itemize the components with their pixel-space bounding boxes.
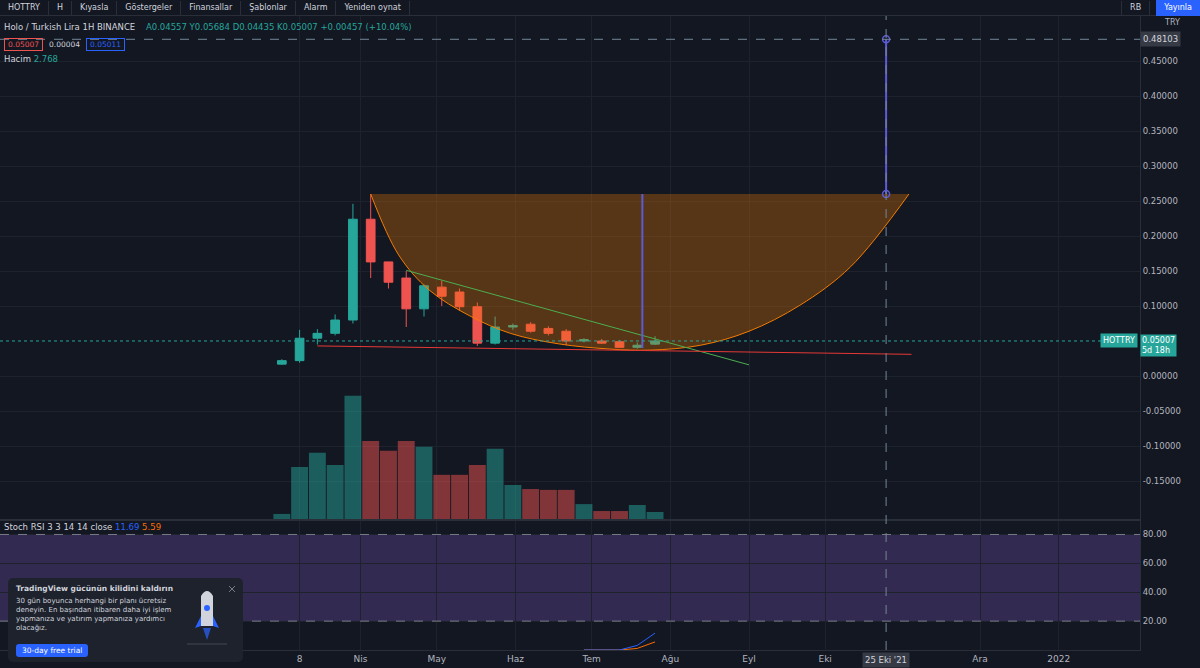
svg-text:0.20000: 0.20000 [1143,231,1178,241]
html-text:TradingView gücünün kilidini k: TradingView gücünün kilidini kaldırın [16,584,173,593]
html-text:Alarm: Alarm [303,2,328,12]
html-text:Hacim 2.768: Hacim 2.768 [4,54,58,64]
svg-text:80.00: 80.00 [1143,529,1167,539]
html-text:Yeniden oynat: Yeniden oynat [344,2,401,12]
svg-text:Haz: Haz [507,654,524,664]
html-text:Yayınla: Yayınla [1164,2,1192,12]
svg-text:0.25000: 0.25000 [1143,196,1178,206]
svg-text:0.10000: 0.10000 [1143,301,1178,311]
html-text:30-day free trial: 30-day free trial [22,646,83,655]
html-text:30 gün boyunca herhangi bir pl: 30 gün boyunca herhangi bir planı ücrets… [16,597,172,632]
svg-text:0.050075d 18h: 0.050075d 18h [1142,336,1175,355]
svg-text:Eki: Eki [818,654,831,664]
html-text:Göstergeler: Göstergeler [125,2,173,12]
svg-text:Ağu: Ağu [662,654,680,664]
svg-text:-0.05000: -0.05000 [1143,406,1181,416]
svg-text:8: 8 [297,654,303,664]
svg-text:-0.10000: -0.10000 [1143,441,1181,451]
html-text:A0.04557 Y0.05684 D0.04435 K0.: A0.04557 Y0.05684 D0.04435 K0.05007 +0.0… [145,22,412,32]
svg-text:0.30000: 0.30000 [1143,161,1178,171]
html-text:H: H [56,2,63,12]
html-text:0.05011: 0.05011 [90,40,121,49]
svg-text:25 Eki '21: 25 Eki '21 [865,655,907,665]
svg-text:60.00: 60.00 [1143,558,1167,568]
svg-text:0.48103: 0.48103 [1143,34,1178,44]
svg-text:2022: 2022 [1047,654,1070,664]
svg-text:Eyl: Eyl [742,654,756,664]
svg-text:Ara: Ara [972,654,987,664]
html-text:0.05007: 0.05007 [8,40,39,49]
svg-text:0.40000: 0.40000 [1143,91,1178,101]
svg-text:0.35000: 0.35000 [1143,126,1178,136]
html-text:Şablonlar: Şablonlar [249,2,287,12]
svg-text:HOTTRY: HOTTRY [1103,336,1135,345]
html-text:HOTTRY: HOTTRY [8,2,40,12]
svg-text:-0.15000: -0.15000 [1143,476,1181,486]
html-text:Finansallar: Finansallar [189,2,233,12]
html-text:RB: RB [1130,2,1142,12]
svg-text:Nis: Nis [354,654,368,664]
svg-text:0.00000: 0.00000 [1143,371,1178,381]
svg-text:TRY: TRY [1164,18,1180,27]
svg-text:Tem: Tem [581,654,600,664]
html-text:Holo / Turkish Lira 1H BINANCE: Holo / Turkish Lira 1H BINANCE [4,22,138,32]
svg-text:40.00: 40.00 [1143,587,1167,597]
svg-text:20.00: 20.00 [1143,616,1167,626]
html-text:0.00004: 0.00004 [49,40,80,49]
svg-text:0.45000: 0.45000 [1143,56,1178,66]
svg-text:0.15000: 0.15000 [1143,266,1178,276]
html-text:Kıyasla: Kıyasla [79,2,109,12]
html-text:Stoch RSI 3 3 14 14 close 11.6: Stoch RSI 3 3 14 14 close 11.69 5.59 [4,522,161,532]
svg-text:May: May [427,654,446,664]
